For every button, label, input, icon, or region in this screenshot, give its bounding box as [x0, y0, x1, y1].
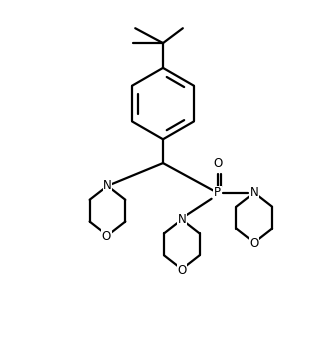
Text: N: N	[250, 186, 259, 199]
Text: O: O	[213, 157, 222, 170]
Text: N: N	[103, 179, 112, 192]
Text: N: N	[177, 213, 186, 226]
Text: P: P	[214, 186, 221, 199]
Text: O: O	[250, 237, 259, 250]
Text: O: O	[102, 230, 111, 243]
Text: O: O	[177, 264, 186, 277]
